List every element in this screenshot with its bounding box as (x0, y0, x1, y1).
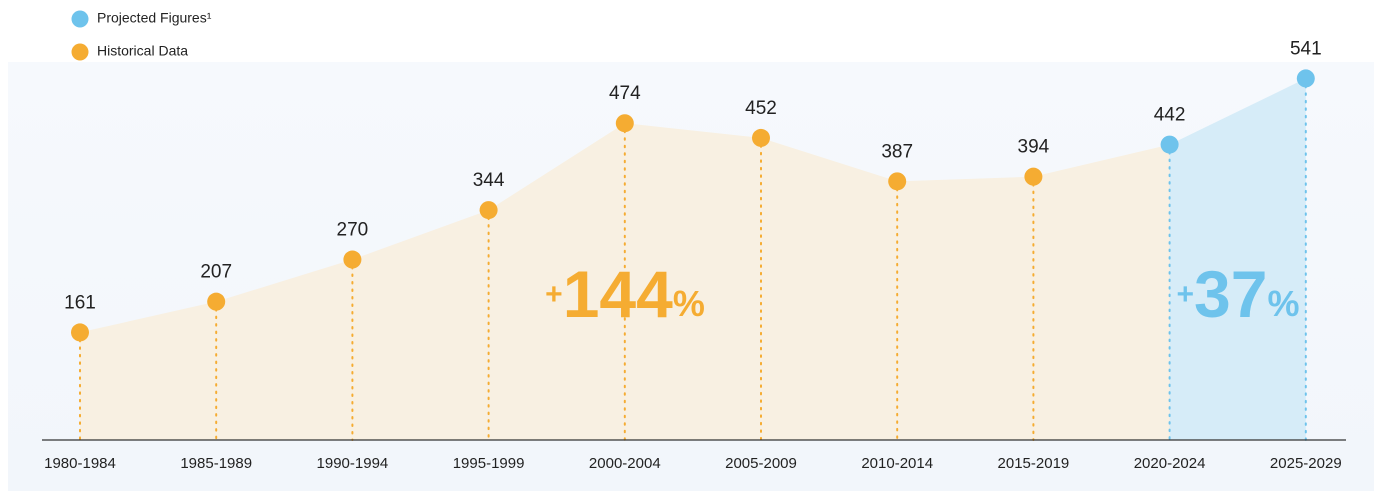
annotation-sign: + (1177, 278, 1195, 311)
annotation: +37% (1177, 257, 1300, 331)
annotation-sign: + (545, 278, 563, 311)
data-point (207, 292, 226, 311)
data-point (615, 114, 634, 133)
x-tick-label: 2015-2019 (998, 455, 1070, 472)
data-point (1024, 167, 1043, 186)
data-point (752, 128, 770, 147)
data-label: 474 (609, 83, 641, 104)
x-tick-label: 2005-2009 (725, 455, 797, 472)
x-tick-label: 1985-1989 (180, 455, 252, 472)
x-tick-label: 1995-1999 (453, 455, 525, 472)
data-label: 344 (473, 170, 505, 191)
annotation-number: 144 (563, 257, 673, 331)
data-label: 442 (1154, 105, 1186, 126)
area (1169, 78, 1306, 440)
x-tick-label: 2010-2014 (861, 455, 933, 472)
annotation-unit: % (1267, 283, 1299, 324)
x-tick-label: 2000-2004 (589, 455, 661, 472)
data-label: 387 (881, 141, 913, 162)
annotation-unit: % (673, 283, 705, 324)
legend-marker (71, 10, 89, 28)
x-tick-label: 1980-1984 (44, 455, 116, 472)
data-point (71, 323, 89, 342)
data-label: 452 (745, 98, 777, 119)
x-tick-label: 2020-2024 (1134, 455, 1206, 472)
data-point (1160, 135, 1179, 154)
legend-label: Historical Data (97, 43, 188, 59)
data-point (479, 201, 498, 220)
data-point (1296, 69, 1315, 88)
data-label: 270 (337, 220, 369, 241)
legend-marker (71, 43, 89, 61)
data-point (343, 250, 362, 269)
x-tick-label: 1990-1994 (317, 455, 389, 472)
data-label: 394 (1018, 137, 1050, 158)
x-tick-label: 2025-2029 (1270, 455, 1342, 472)
legend-label: Projected Figures¹ (97, 10, 212, 26)
data-label: 161 (64, 292, 96, 313)
data-point (888, 172, 907, 191)
data-label: 541 (1290, 38, 1322, 59)
data-label: 207 (200, 262, 232, 283)
annotation: +144% (545, 257, 705, 331)
annotation-number: 37 (1194, 257, 1267, 331)
